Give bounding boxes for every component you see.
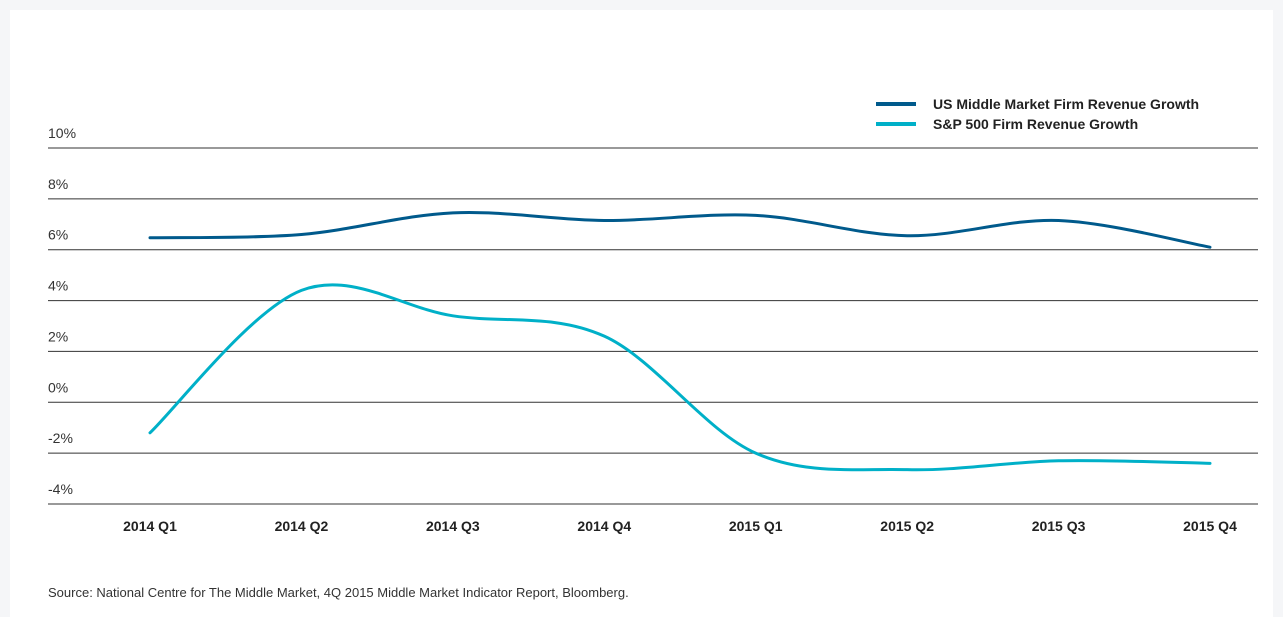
x-tick-label: 2014 Q3 bbox=[426, 518, 480, 534]
x-tick-label: 2014 Q2 bbox=[275, 518, 329, 534]
x-tick-label: 2014 Q4 bbox=[577, 518, 631, 534]
legend-label: US Middle Market Firm Revenue Growth bbox=[933, 96, 1199, 112]
y-tick-label: -2% bbox=[48, 430, 73, 446]
y-tick-label: 2% bbox=[48, 328, 68, 344]
x-tick-label: 2015 Q3 bbox=[1032, 518, 1086, 534]
y-tick-label: 6% bbox=[48, 227, 68, 243]
panel bbox=[10, 10, 1273, 617]
series-line bbox=[148, 283, 1212, 472]
x-tick-label: 2015 Q4 bbox=[1183, 518, 1237, 534]
y-tick-label: 0% bbox=[48, 379, 68, 395]
x-tick-label: 2015 Q2 bbox=[880, 518, 934, 534]
y-tick-label: 8% bbox=[48, 176, 68, 192]
y-tick-label: 4% bbox=[48, 278, 68, 294]
series-line bbox=[148, 211, 1212, 249]
y-tick-label: 10% bbox=[48, 125, 76, 141]
source-note: Source: National Centre for The Middle M… bbox=[48, 585, 629, 600]
x-tick-label: 2014 Q1 bbox=[123, 518, 177, 534]
x-tick-label: 2015 Q1 bbox=[729, 518, 783, 534]
y-tick-label: -4% bbox=[48, 481, 73, 497]
legend-label: S&P 500 Firm Revenue Growth bbox=[933, 116, 1138, 132]
